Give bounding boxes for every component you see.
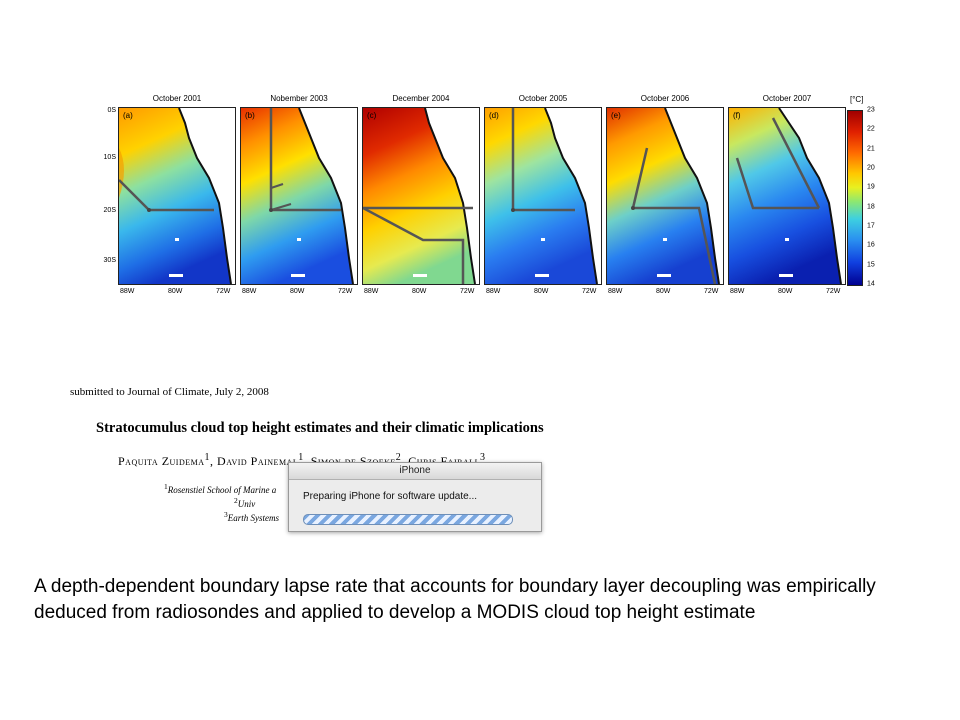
author-sup: 2 [395, 452, 402, 463]
author-name: Paquita Zuidema [118, 454, 205, 468]
author-sup: 1 [204, 452, 211, 463]
x-tick: 88W [364, 288, 379, 295]
dialog-message: Preparing iPhone for software update... [303, 491, 477, 502]
progress-bar [303, 514, 513, 525]
map-panel-c: December 2004 (c) 88W [362, 92, 480, 304]
map-panel-a: October 2001 (a) [118, 92, 236, 304]
sst-map: (b) [240, 107, 358, 285]
x-tick: 72W [460, 288, 475, 295]
affiliation-sup: 2 [234, 496, 238, 505]
affiliation-text: Univ [237, 499, 256, 509]
author-name: David Painemal [217, 454, 299, 468]
panel-letter: (d) [489, 111, 499, 120]
affiliation: 1Rosenstiel School of Marine a [164, 482, 276, 495]
y-tick: 30S [103, 257, 116, 264]
colorbar-tick: 17 [867, 222, 875, 230]
panel-letter: (c) [367, 111, 377, 120]
affiliation-sup: 3 [224, 510, 228, 519]
x-axis-ticks: 88W 80W 72W [362, 288, 480, 298]
slide-caption: A depth-dependent boundary lapse rate th… [34, 576, 876, 623]
x-tick: 72W [338, 288, 353, 295]
sst-map: (f) [728, 107, 846, 285]
colorbar [847, 110, 863, 286]
affiliation: 2Univ [234, 496, 255, 509]
map-panel-d: October 2005 (d) [484, 92, 602, 304]
submission-note: submitted to Journal of Climate, July 2,… [70, 386, 269, 398]
y-tick: 0S [107, 107, 116, 114]
affiliation-text: Rosenstiel School of Marine a [167, 485, 277, 495]
x-tick: 80W [168, 288, 183, 295]
sst-map: (c) [362, 107, 480, 285]
colorbar-tick: 15 [867, 261, 875, 269]
x-tick: 88W [242, 288, 257, 295]
sst-map: (d) [484, 107, 602, 285]
colorbar-tick: 21 [867, 145, 875, 153]
x-axis-ticks: 88W 80W 72W [728, 288, 846, 298]
x-tick: 72W [582, 288, 597, 295]
colorbar-tick: 18 [867, 203, 875, 211]
author-sup: 3 [480, 452, 486, 463]
panel-title: December 2004 [392, 94, 450, 103]
colorbar-tick: 22 [867, 125, 875, 133]
colorbar-tick: 19 [867, 183, 875, 191]
x-axis-ticks: 88W 80W 72W [484, 288, 602, 298]
author-sup: 1 [298, 452, 304, 463]
colorbar-tick: 20 [867, 164, 875, 172]
sst-figure: 0S 10S 20S 30S October 2001 [100, 92, 890, 304]
x-tick: 88W [120, 288, 135, 295]
x-tick: 72W [704, 288, 719, 295]
y-tick: 10S [103, 154, 116, 161]
colorbar-tick: 14 [867, 280, 875, 288]
panel-title: October 2007 [762, 94, 812, 103]
x-tick: 80W [290, 288, 305, 295]
y-tick: 20S [103, 207, 116, 214]
panel-letter: (e) [611, 111, 621, 120]
panel-title: Nobember 2003 [270, 94, 328, 103]
x-tick: 80W [778, 288, 793, 295]
map-panel-e: October 2006 (e) [606, 92, 724, 304]
x-tick: 88W [608, 288, 623, 295]
x-axis-ticks: 88W 80W 72W [606, 288, 724, 298]
colorbar-tick: 16 [867, 241, 875, 249]
x-tick: 80W [412, 288, 427, 295]
affiliation-sup: 1 [164, 482, 168, 491]
x-axis-ticks: 88W 80W 72W [240, 288, 358, 298]
colorbar-unit: [°C] [850, 95, 864, 104]
panel-letter: (f) [733, 111, 741, 120]
affiliation: 3Earth Systems [224, 510, 279, 523]
map-panel-f: October 2007 (f) [728, 92, 846, 304]
paper-title: Stratocumulus cloud top height estimates… [96, 420, 544, 436]
panel-title: October 2001 [152, 94, 202, 103]
x-tick: 72W [826, 288, 841, 295]
colorbar-ticks: 23 22 21 20 19 18 17 16 15 14 [865, 106, 885, 288]
affiliation-text: Earth Systems [227, 513, 279, 523]
dialog-title: iPhone [289, 463, 541, 480]
x-tick: 72W [216, 288, 231, 295]
x-tick: 80W [656, 288, 671, 295]
x-axis-ticks: 88W 80W 72W [118, 288, 236, 298]
y-axis-ticks: 0S 10S 20S 30S [98, 107, 116, 285]
software-update-dialog: iPhone Preparing iPhone for software upd… [288, 462, 542, 532]
sst-map: (a) [118, 107, 236, 285]
panel-letter: (b) [245, 111, 255, 120]
map-panel-b: Nobember 2003 ( [240, 92, 358, 304]
panel-title: October 2005 [518, 94, 568, 103]
x-tick: 88W [730, 288, 745, 295]
panel-letter: (a) [123, 111, 133, 120]
colorbar-tick: 23 [867, 106, 875, 114]
sst-map: (e) [606, 107, 724, 285]
x-tick: 80W [534, 288, 549, 295]
x-tick: 88W [486, 288, 501, 295]
paper-snippet: submitted to Journal of Climate, July 2,… [60, 380, 600, 530]
panel-title: October 2006 [640, 94, 690, 103]
